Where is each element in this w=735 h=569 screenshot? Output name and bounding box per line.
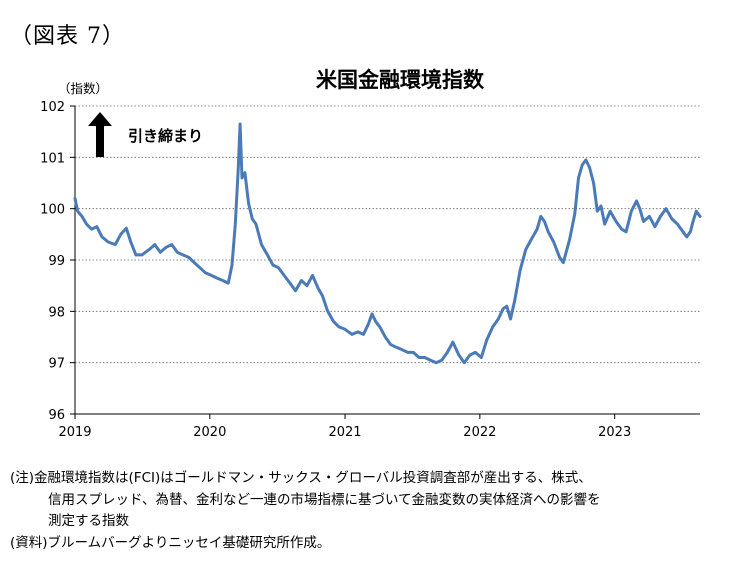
grid-layer <box>75 105 700 364</box>
tightening-annotation: 引き締まり <box>88 112 203 157</box>
y-tick-label: 102 <box>40 100 65 115</box>
y-tick-label: 101 <box>40 151 65 166</box>
axis-layer <box>70 105 700 419</box>
series-line <box>73 122 702 365</box>
x-tick-label: 2019 <box>58 425 91 440</box>
y-tick-label: 100 <box>40 203 65 218</box>
y-axis-unit-label: （指数） <box>58 81 109 96</box>
up-arrow-icon <box>88 112 112 157</box>
note-line-3: 測定する指数 <box>48 513 129 529</box>
tick-label-layer: 96 97 98 99 100 101 102 2019 2020 2021 2022 2023 <box>40 100 631 440</box>
note-line-1: (注)金融環境指数は(FCI)はゴールドマン・サックス・グローバル投資調査部が産… <box>10 470 592 486</box>
y-tick-label: 97 <box>48 357 65 372</box>
notes-block: (注)金融環境指数は(FCI)はゴールドマン・サックス・グローバル投資調査部が産… <box>10 468 725 554</box>
chart-svg: 96 97 98 99 100 101 102 2019 2020 2021 2022 2023 引き… <box>40 100 702 440</box>
note-line-2: 信用スプレッド、為替、金利など一連の市場指標に基づいて金融変数の実体経済への影響… <box>48 491 601 508</box>
y-tick-label: 96 <box>48 408 65 423</box>
annotation-label: 引き締まり <box>128 127 203 145</box>
x-tick-label: 2020 <box>193 425 226 440</box>
y-tick-label: 99 <box>48 254 65 269</box>
x-tick-label: 2023 <box>598 425 631 440</box>
x-tick-label: 2021 <box>328 425 361 440</box>
figure-label: （図表 7） <box>10 24 125 49</box>
source-line: (資料)ブルームバーグよりニッセイ基礎研究所作成。 <box>10 534 331 551</box>
y-tick-label: 98 <box>48 305 65 320</box>
chart-title: 米国金融環境指数 <box>316 68 484 92</box>
series-layer <box>73 122 702 365</box>
x-tick-label: 2022 <box>463 425 496 440</box>
